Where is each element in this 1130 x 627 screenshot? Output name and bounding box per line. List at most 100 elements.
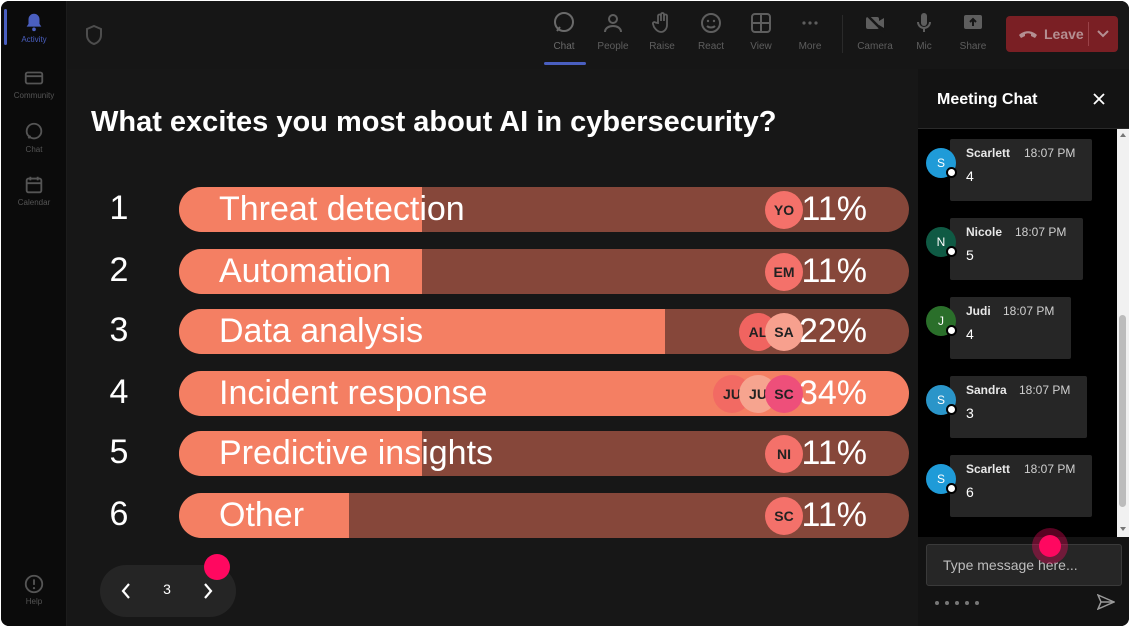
chat-scrollbar[interactable] [1117,129,1129,537]
message-time: 18:07 PM [1024,462,1076,476]
chevron-right-icon[interactable] [200,581,216,601]
chat-icon [554,12,574,32]
presence-status-icon [946,167,957,178]
meeting-chat-panel: Meeting Chat Scarlett 18:07 PM 4 S Nicole 18:… [918,69,1129,626]
toolbar-view-button[interactable]: View [739,11,783,63]
avatar-initial: N [936,235,946,249]
chat-message-input[interactable] [926,544,1122,586]
rail-item-label: Community [13,91,55,100]
share-icon [964,15,982,29]
scroll-down-arrow[interactable] [1120,527,1126,531]
voter-avatars: AL SA [739,313,803,351]
option-percent: 11% [801,434,867,472]
toolbar-camera-button[interactable]: Camera [853,11,897,63]
message-author: Nicole [966,225,1003,239]
chevron-left-icon[interactable] [118,581,134,601]
toolbar-button-label: Share [959,41,987,52]
rail-item-community[interactable]: Community [1,67,67,100]
chat-header: Meeting Chat [918,69,1129,129]
option-percent: 34% [798,374,867,412]
toolbar-more-button[interactable]: More [788,11,832,63]
voter-avatar: EM [765,253,803,291]
option-bar: Predictive insights NI 11% [179,431,909,476]
message-text: 5 [966,247,974,263]
leave-button[interactable]: Leave [1006,16,1118,52]
option-bar: Data analysis AL SA 22% [179,309,909,354]
leave-label: Leave [1044,26,1084,42]
rail-item-calendar[interactable]: Calendar [1,174,67,207]
toolbar-button-label: Chat [553,41,575,52]
chat-title: Meeting Chat [937,91,1038,108]
page-number: 3 [163,581,171,597]
chat-message: Nicole 18:07 PM 5 N [926,218,1096,282]
people-icon [604,14,622,33]
chevron-down-icon[interactable] [1096,28,1110,40]
option-label: Threat detection [219,190,465,228]
voter-avatars: JU JU SC [713,375,803,413]
toolbar-chat-button[interactable]: Chat [542,11,586,63]
poll-panel: What excites you most about AI in cybers… [67,69,918,626]
toolbar-share-button[interactable]: Share [951,11,995,63]
emoji-icon [701,13,721,33]
avatar: J [926,306,957,336]
chat-message-list[interactable]: Scarlett 18:07 PM 4 S Nicole 18:07 PM 5 N Judi 18… [918,129,1117,537]
poll-option-row: 4 Incident response JU JU SC 34% [67,371,918,417]
avatar-initial: S [936,156,945,170]
rail-item-label: Help [25,597,43,606]
presence-status-icon [946,483,957,494]
message-author: Sandra [966,383,1007,397]
send-icon[interactable] [1097,594,1115,610]
chat-message: Sandra 18:07 PM 3 S [926,376,1096,440]
rail-item-activity[interactable]: Activity [1,11,67,44]
toolbar-raise-button[interactable]: Raise [640,11,684,63]
option-percent: 11% [801,496,867,534]
option-bar: Incident response JU JU SC 34% [179,371,909,416]
message-time: 18:07 PM [1024,146,1076,160]
option-number: 6 [109,495,129,533]
message-bubble: Sandra 18:07 PM 3 [950,376,1087,438]
poll-option-row: 2 Automation EM 11% [67,249,918,295]
rail-item-chat[interactable]: Chat [1,121,67,154]
chat-message: Scarlett 18:07 PM 4 S [926,139,1096,203]
toolbar-button-label: People [597,41,629,52]
toolbar-react-button[interactable]: React [689,11,733,63]
voter-avatar: NI [765,435,803,473]
format-tools-icon[interactable] [933,598,983,608]
close-icon[interactable] [1092,92,1106,106]
voter-avatars: SC [765,497,803,535]
scroll-up-arrow[interactable] [1120,133,1126,137]
bell-icon [26,13,42,32]
poll-option-row: 5 Predictive insights NI 11% [67,431,918,477]
calendar-icon [25,176,43,194]
voter-avatars: EM [765,253,803,291]
shield-icon [86,25,102,45]
toolbar-button-label: More [798,41,822,52]
grid-icon [751,13,771,33]
voter-avatar: SC [765,497,803,535]
avatar: S [926,385,957,415]
scroll-thumb[interactable] [1119,315,1126,507]
toolbar-mic-button[interactable]: Mic [902,11,946,63]
message-bubble: Nicole 18:07 PM 5 [950,218,1083,280]
voter-avatars: YO [765,191,803,229]
option-bar: Threat detection YO 11% [179,187,909,232]
option-bar: Automation EM 11% [179,249,909,294]
rail-item-label: Chat [25,145,43,154]
toolbar-button-label: Camera [857,41,893,52]
toolbar-divider [842,15,843,53]
message-bubble: Scarlett 18:07 PM 6 [950,455,1092,517]
voter-avatar: SA [765,313,803,351]
active-tab-indicator [544,62,586,65]
message-author: Scarlett [966,462,1011,476]
rail-item-help[interactable]: Help [1,573,67,606]
voter-avatars: NI [765,435,803,473]
option-percent: 11% [801,252,867,290]
rail-active-indicator [4,9,7,45]
toolbar-people-button[interactable]: People [591,11,635,63]
avatar: S [926,464,957,494]
presence-status-icon [946,404,957,415]
presence-status-icon [946,325,957,336]
toolbar-button-label: React [697,41,725,52]
presence-status-icon [946,246,957,257]
